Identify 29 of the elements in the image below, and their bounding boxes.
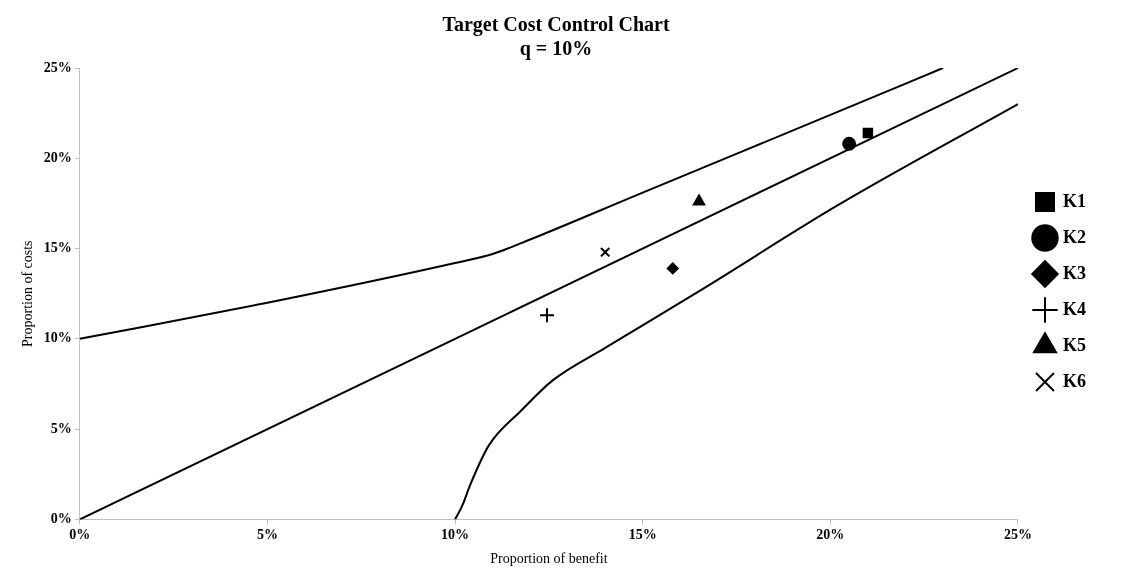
x-tick-label: 5%: [256, 527, 278, 543]
x-tick-label: 15%: [628, 527, 657, 543]
point: [862, 127, 874, 139]
point: [599, 246, 611, 258]
point: [692, 194, 706, 206]
x-axis-title: Proportion of benefit: [490, 551, 608, 567]
legend-label: K1: [1063, 190, 1087, 211]
point: [539, 307, 556, 324]
x-tick-label: 10%: [441, 527, 470, 543]
x-tick-label: 25%: [1004, 527, 1032, 543]
legend-label: K6: [1063, 370, 1087, 391]
legend-label: K3: [1063, 262, 1087, 283]
y-tick-label: 5%: [50, 420, 72, 436]
legend-label: K4: [1063, 298, 1087, 319]
x-tick-label: 20%: [816, 527, 845, 543]
y-tick-label: 25%: [43, 59, 72, 75]
chart-subtitle: q = 10%: [519, 37, 593, 61]
line-series: [79, 68, 944, 340]
y-tick-label: 10%: [43, 330, 72, 346]
y-axis-title: Proportion of costs: [20, 240, 36, 347]
x-tick-label: 0%: [69, 527, 91, 543]
legend-label: K5: [1063, 334, 1087, 355]
legend-label: K2: [1063, 226, 1087, 247]
line-series: [454, 103, 1018, 520]
chart-title: Target Cost Control Chart: [442, 13, 670, 37]
y-tick-label: 20%: [43, 149, 72, 165]
y-tick-label: 0%: [50, 511, 72, 527]
y-tick-label: 15%: [43, 240, 72, 256]
point: [666, 262, 679, 275]
